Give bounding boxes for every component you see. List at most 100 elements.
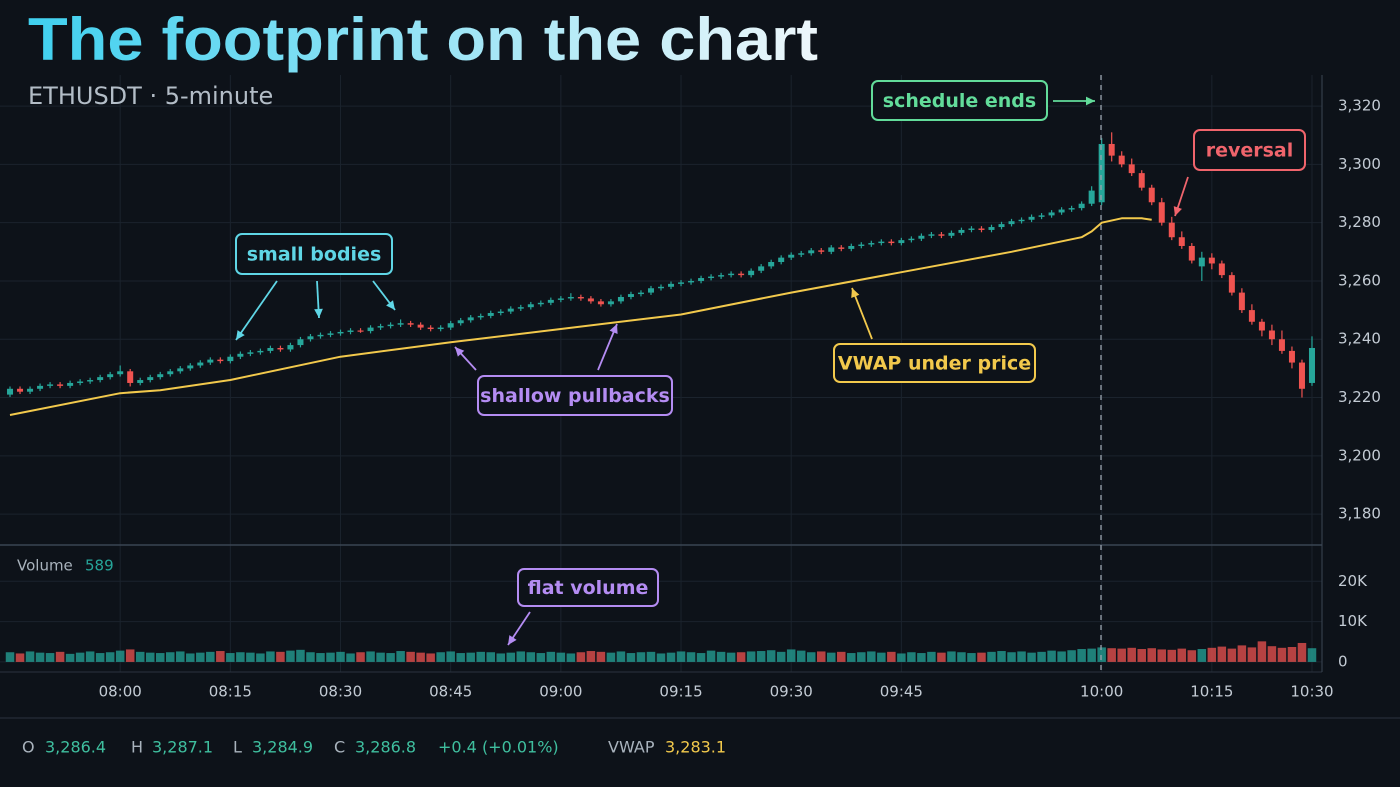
candle-body	[217, 359, 224, 362]
volume-bar	[1087, 648, 1096, 662]
volume-bar	[1227, 648, 1237, 662]
volume-bar	[1067, 650, 1076, 662]
close-label: C	[334, 738, 345, 757]
volume-bar	[216, 651, 225, 662]
volume-bar	[716, 651, 726, 662]
change-value: +0.4 (+0.01%)	[438, 738, 559, 757]
candle-body	[97, 377, 104, 381]
annotation: VWAP under price	[833, 287, 1036, 383]
volume-bar	[746, 651, 756, 662]
arrow-head	[508, 635, 517, 645]
candle-body	[748, 270, 755, 276]
candle-body	[197, 362, 204, 366]
candle-body	[1198, 257, 1205, 267]
volume-bar	[1027, 652, 1036, 662]
candle-body	[627, 294, 634, 297]
volume-bar	[616, 651, 626, 662]
volume-bar	[997, 651, 1006, 662]
vwap-label: VWAP	[608, 738, 655, 757]
volume-bar	[226, 653, 235, 662]
candle-body	[537, 302, 544, 305]
candle-body	[277, 347, 284, 350]
volume-bar	[125, 649, 135, 662]
y-tick-label: 3,320	[1338, 97, 1381, 115]
candle-body	[668, 283, 675, 287]
candle-body	[597, 301, 604, 305]
candle-body	[317, 334, 324, 337]
volume-bar	[55, 651, 65, 662]
volume-bar	[977, 652, 986, 662]
volume-bar	[346, 653, 355, 662]
volume-bar	[776, 651, 786, 662]
candle-body	[637, 292, 644, 295]
volume-bar	[756, 651, 766, 662]
volume-bar	[5, 652, 15, 662]
candle-body	[678, 282, 685, 284]
volume-bar	[1117, 648, 1126, 662]
volume-bar	[95, 653, 105, 662]
candle-body	[1308, 347, 1315, 383]
volume-bar	[917, 653, 926, 662]
annotation-text: small bodies	[247, 244, 382, 266]
volume-bar	[1077, 649, 1086, 662]
annotation-box	[871, 80, 1048, 121]
candle-body	[387, 324, 394, 327]
arrow-head	[851, 288, 860, 298]
candle-body	[87, 380, 94, 382]
candle-body	[708, 276, 715, 279]
annotation-box	[1193, 129, 1306, 171]
candle-body	[1038, 215, 1045, 217]
volume-bar	[907, 652, 916, 662]
volume-bar	[1267, 646, 1277, 662]
vwap-line	[9, 217, 1152, 416]
volume-bar	[1287, 647, 1297, 662]
candle-body	[1048, 212, 1055, 216]
candle-body	[968, 228, 975, 230]
arrow-head	[236, 330, 245, 340]
volume-bar	[366, 651, 375, 662]
candle-body	[1158, 202, 1165, 223]
candle-body	[858, 244, 865, 246]
volume-bar	[867, 651, 876, 662]
volume-bar	[256, 653, 265, 662]
volume-bar	[636, 652, 646, 662]
volume-bar	[646, 651, 656, 662]
volume-bar	[436, 652, 445, 662]
volume-tick-label: 0	[1338, 652, 1348, 670]
volume-bar	[1107, 648, 1116, 662]
candle-body	[657, 286, 665, 289]
candle-body	[267, 347, 274, 351]
candle-body	[7, 388, 14, 395]
candle-body	[1108, 143, 1115, 156]
candle-body	[768, 262, 775, 267]
volume-bar	[877, 652, 886, 662]
volume-bar	[35, 652, 45, 662]
volume-bar	[827, 652, 836, 662]
volume-bar	[1257, 641, 1267, 662]
volume-bar	[1187, 650, 1197, 662]
candle-body	[567, 296, 574, 299]
volume-bar	[1167, 649, 1177, 662]
candle-body	[988, 227, 995, 230]
x-tick-label: 08:00	[99, 683, 142, 701]
volume-bar	[987, 651, 996, 662]
candle-body	[1288, 350, 1295, 363]
candle-body	[257, 350, 264, 353]
volume-bar	[556, 652, 566, 662]
volume-bar	[816, 651, 826, 662]
candle-body	[147, 377, 154, 381]
volume-bar	[806, 652, 816, 662]
volume-bar	[796, 650, 806, 662]
candle-body	[187, 365, 194, 369]
volume-bar	[576, 652, 586, 662]
volume-bar	[696, 653, 706, 662]
low-value: 3,284.9	[252, 738, 313, 757]
open-label: O	[22, 738, 35, 757]
candle-body	[397, 323, 404, 325]
volume-bar	[1157, 649, 1167, 662]
volume-bar	[857, 652, 866, 662]
candle-body	[808, 250, 815, 254]
volume-bar	[927, 651, 936, 662]
candle-body	[157, 374, 164, 378]
